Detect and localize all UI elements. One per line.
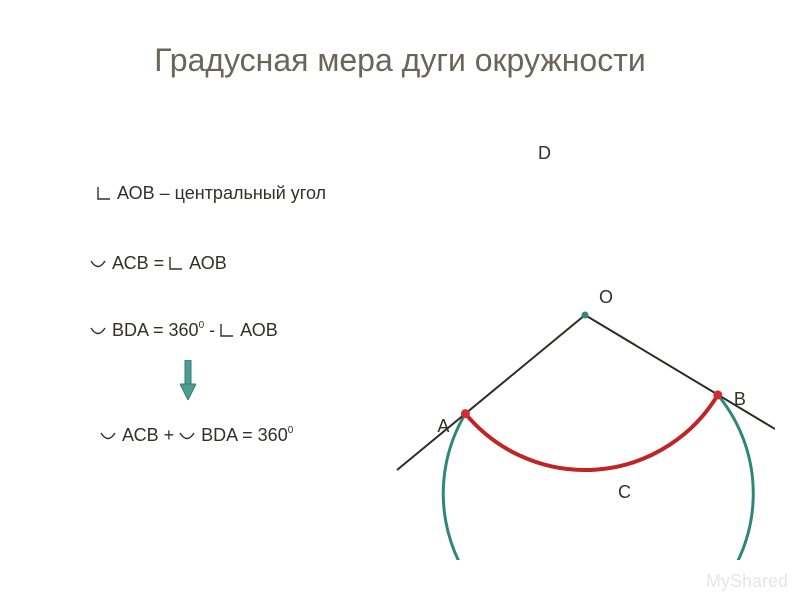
arc-icon: [100, 426, 116, 436]
arc-icon: [90, 254, 106, 264]
text-mid: -: [209, 320, 220, 340]
text-left: BDA = 360: [112, 320, 199, 340]
point-label-b: В: [734, 389, 746, 410]
point-label-d: D: [538, 143, 551, 164]
circle-diagram: D О В А С: [395, 130, 775, 560]
point-label-c: С: [618, 482, 631, 503]
degree: 0: [288, 425, 294, 436]
formula-bda: BDA = 3600 - АОВ: [90, 320, 278, 341]
angle-icon: [169, 254, 183, 268]
text-right: BDA = 360: [201, 425, 288, 445]
text-right: АОВ: [240, 320, 278, 340]
watermark: MyShared: [706, 571, 788, 592]
point-label-a: А: [437, 416, 449, 437]
formula-central-angle: АОВ – центральный угол: [97, 183, 326, 204]
angle-icon: [220, 321, 234, 335]
text-right: АОВ: [189, 253, 227, 273]
page-title: Градусная мера дуги окружности: [0, 42, 800, 79]
formula-sum: АСВ + BDA = 3600: [100, 425, 293, 446]
down-arrow-icon: [180, 360, 196, 405]
point-label-o: О: [599, 287, 613, 308]
text-left: АСВ +: [122, 425, 179, 445]
angle-icon: [97, 184, 111, 198]
text: АОВ – центральный угол: [117, 183, 326, 203]
text-left: АСВ =: [112, 253, 169, 273]
arc-icon: [90, 321, 106, 331]
arc-icon: [179, 426, 195, 436]
formula-arc-eq-angle: АСВ = АОВ: [90, 253, 227, 274]
degree: 0: [199, 320, 205, 331]
